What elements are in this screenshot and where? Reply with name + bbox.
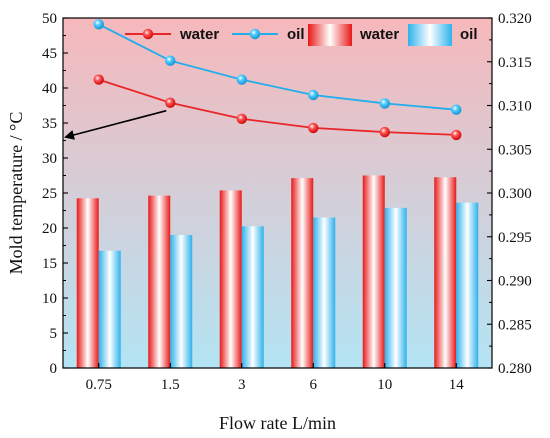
- left-tick-label: 40: [42, 81, 57, 97]
- point-oil-0.75: [93, 19, 104, 30]
- point-water-10: [379, 126, 390, 138]
- x-tick-label: 6: [310, 377, 318, 393]
- line-water: [98, 78, 457, 136]
- legend-swatch-water: [308, 24, 352, 46]
- right-axis: 0.280 0.285 0.290 0.295 0.300 0.305 0.310 0.315…: [487, 11, 532, 377]
- left-tick-label: 50: [42, 11, 57, 27]
- legend-label-bar-water: water: [359, 26, 399, 43]
- line-oil: [98, 23, 457, 111]
- plot-background: [63, 18, 492, 368]
- left-tick-label: 5: [50, 326, 58, 342]
- x-tick-label: 3: [238, 377, 246, 393]
- x-tick-label: 10: [377, 377, 392, 393]
- left-tick-label: 10: [42, 291, 57, 307]
- left-tick-label: 30: [42, 151, 57, 167]
- bar-oil-1.5: [170, 235, 193, 368]
- bar-oil-0.75: [98, 250, 121, 368]
- legend-swatch-oil: [408, 24, 452, 46]
- point-water-3: [236, 113, 247, 125]
- legend-label-bar-oil: oil: [460, 26, 478, 43]
- left-tick-label: 45: [42, 46, 57, 62]
- left-tick-label: 20: [42, 221, 57, 237]
- bar-water-1.5: [148, 195, 171, 368]
- point-oil-6: [308, 89, 319, 101]
- x-axis: 0.75 1.5 3 6 10 14: [86, 363, 465, 393]
- annotation-arrow: [64, 109, 167, 140]
- bar-water-3: [219, 190, 242, 368]
- point-water-1.5: [165, 97, 176, 108]
- point-oil-1.5: [165, 55, 176, 66]
- right-tick-label: 0.305: [498, 142, 532, 158]
- point-water-0.75: [93, 74, 104, 85]
- left-tick-label: 15: [42, 256, 57, 272]
- x-tick-label: 1.5: [161, 377, 180, 393]
- point-oil-3: [236, 74, 247, 85]
- legend-marker-water: [142, 28, 154, 40]
- right-tick-label: 0.310: [498, 99, 532, 115]
- right-tick-label: 0.285: [498, 317, 532, 333]
- bars-layer: [76, 175, 479, 368]
- bar-water-0.75: [76, 198, 99, 368]
- bar-water-10: [362, 175, 385, 368]
- point-water-6: [308, 122, 319, 134]
- annotation-layer: [64, 109, 167, 140]
- bar-oil-10: [384, 207, 407, 368]
- left-tick-label: 25: [42, 186, 57, 202]
- right-tick-label: 0.300: [498, 186, 532, 202]
- legend-label-oil: oil: [287, 26, 305, 43]
- bar-oil-3: [241, 226, 264, 368]
- x-tick-label: 14: [449, 377, 465, 393]
- left-tick-label: 0: [50, 361, 58, 377]
- legend-label-water: water: [179, 26, 219, 43]
- bar-oil-6: [313, 217, 336, 368]
- left-tick-label: 35: [42, 116, 57, 132]
- lines-layer: [93, 19, 462, 141]
- point-water-14: [451, 129, 462, 141]
- left-axis: 0 5 10 15 20 25 30 35 40 45 50: [42, 11, 68, 377]
- point-oil-10: [379, 98, 390, 109]
- right-tick-label: 0.320: [498, 11, 532, 27]
- x-tick-label: 0.75: [86, 377, 112, 393]
- y-axis-title: Mold temperature / °C: [6, 112, 26, 275]
- legend: water oil water oil: [125, 24, 478, 46]
- bar-water-14: [434, 177, 457, 368]
- right-tick-label: 0.280: [498, 361, 532, 377]
- x-axis-title: Flow rate L/min: [219, 413, 336, 433]
- right-tick-label: 0.290: [498, 274, 532, 290]
- legend-marker-oil: [249, 28, 261, 40]
- bar-oil-14: [456, 202, 479, 368]
- right-tick-label: 0.315: [498, 55, 532, 71]
- bar-water-6: [291, 178, 314, 368]
- right-tick-label: 0.295: [498, 230, 532, 246]
- point-oil-14: [451, 104, 462, 115]
